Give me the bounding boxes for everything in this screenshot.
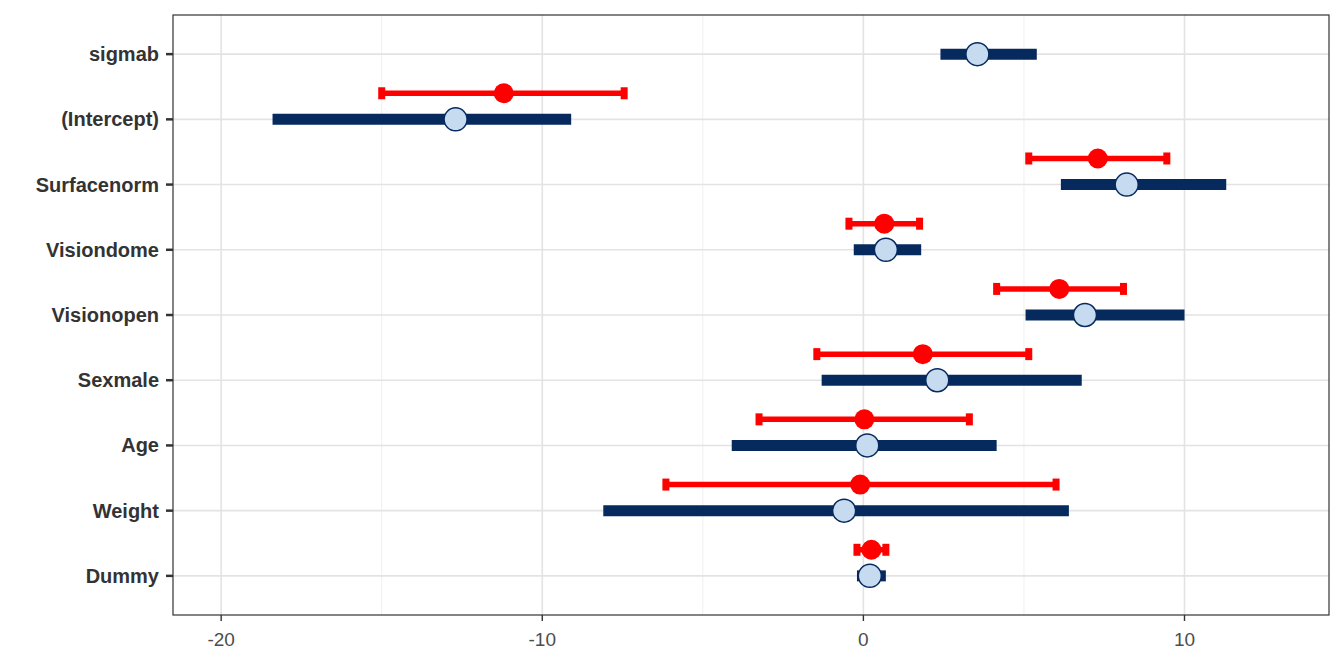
marks	[273, 43, 1227, 588]
category-label: Visiondome	[46, 239, 159, 261]
point	[850, 475, 870, 495]
category-label: Sexmale	[78, 369, 159, 391]
interval-cap	[756, 413, 763, 425]
tick	[166, 379, 173, 382]
point	[494, 83, 514, 103]
tick-label: -20	[207, 629, 234, 650]
tick	[166, 183, 173, 186]
point	[913, 344, 933, 364]
category-label: (Intercept)	[61, 108, 159, 130]
tick	[542, 615, 543, 621]
tick	[1184, 615, 1185, 621]
interval-cap	[966, 413, 973, 425]
interval-cap	[916, 218, 923, 230]
interval-cap	[993, 283, 1000, 295]
tick-label: 0	[858, 629, 869, 650]
grid-line	[173, 379, 1329, 381]
category-label: Visionopen	[52, 304, 159, 326]
point	[874, 214, 894, 234]
tick	[166, 444, 173, 447]
interval-cap	[1053, 479, 1060, 491]
point	[926, 369, 949, 392]
interval	[273, 114, 572, 125]
plot-background	[173, 15, 1329, 615]
interval-cap	[1025, 348, 1032, 360]
point	[861, 540, 881, 560]
point	[1049, 279, 1069, 299]
interval	[1026, 310, 1185, 321]
tick-label: 10	[1174, 629, 1195, 650]
category-label: sigmab	[89, 43, 159, 65]
point	[444, 108, 467, 131]
interval-cap	[1120, 283, 1127, 295]
point	[1115, 173, 1138, 196]
grid-line	[173, 249, 1329, 251]
interval-cap	[813, 348, 820, 360]
grid-line	[173, 445, 1329, 447]
tick	[220, 615, 221, 621]
point	[1073, 304, 1096, 327]
tick	[166, 575, 173, 578]
interval-cap	[845, 218, 852, 230]
grid-line	[173, 53, 1329, 55]
interval	[822, 375, 1082, 386]
grid-line	[173, 184, 1329, 186]
tick	[166, 118, 173, 121]
grid-line	[173, 575, 1329, 577]
point	[856, 434, 879, 457]
category-label: Age	[121, 434, 159, 456]
point	[858, 564, 881, 587]
interval-cap	[853, 544, 860, 556]
point	[1088, 148, 1108, 168]
point	[874, 238, 897, 261]
tick	[863, 615, 864, 621]
tick	[166, 249, 173, 252]
plot-frame	[173, 15, 1329, 615]
grid-line	[173, 510, 1329, 512]
point	[854, 409, 874, 429]
category-label: Weight	[93, 500, 160, 522]
interval-cap	[621, 87, 628, 99]
tick	[166, 509, 173, 512]
interval-cap	[882, 544, 889, 556]
interval-cap	[662, 479, 669, 491]
tick-label: -10	[529, 629, 556, 650]
interval-cap	[1163, 152, 1170, 164]
category-label: Surfacenorm	[36, 174, 159, 196]
grid-line	[173, 119, 1329, 121]
tick	[166, 53, 173, 56]
chart: -20 -10 0 10 sigmab (Intercept) Surfacenorm Vis…	[0, 0, 1344, 672]
interval-cap	[378, 87, 385, 99]
grid-line	[173, 314, 1329, 316]
tick	[166, 314, 173, 317]
point	[966, 43, 989, 66]
point	[833, 499, 856, 522]
category-label: Dummy	[86, 565, 160, 587]
interval-cap	[1025, 152, 1032, 164]
interval	[1061, 179, 1226, 190]
